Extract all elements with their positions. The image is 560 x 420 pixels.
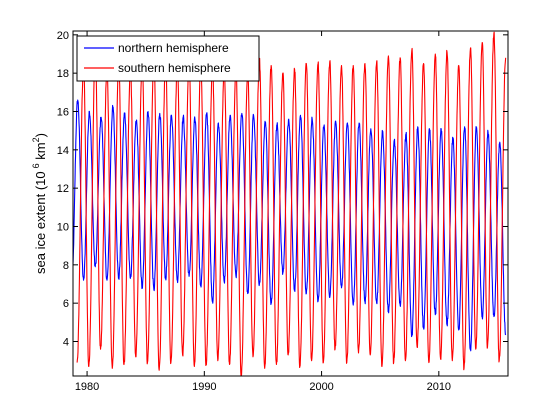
x-tick-label: 2000: [309, 381, 333, 393]
legend-label-northern-hemisphere: northern hemisphere: [118, 41, 229, 55]
legend-box: [76, 35, 260, 82]
y-axis: 4 6 8 10 12 14 16 18 20: [57, 30, 508, 349]
x-tick-label: 1990: [192, 381, 216, 393]
y-tick-label: 20: [57, 30, 69, 42]
series-line-northern-hemisphere: [73, 99, 507, 352]
y-tick-label: 4: [63, 337, 69, 349]
y-tick-label: 10: [57, 222, 69, 234]
series-line-southern-hemisphere: [76, 31, 507, 376]
y-axis-label: sea ice extent (10 6 km2): [31, 133, 48, 274]
plot-frame: [72, 30, 509, 377]
x-tick-label: 1980: [75, 381, 99, 393]
y-tick-label: 6: [63, 298, 69, 310]
y-axis-label-suffix: ): [33, 133, 48, 137]
x-tick-label: 2010: [427, 381, 451, 393]
y-tick-label: 18: [57, 68, 69, 80]
y-tick-label: 14: [57, 145, 69, 157]
legend: northern hemisphere southern hemisphere: [76, 35, 260, 82]
y-axis-label-exponent-1: 6: [31, 163, 41, 168]
x-axis: 1980 1990 2000 2010: [75, 31, 451, 393]
legend-label-southern-hemisphere: southern hemisphere: [118, 61, 231, 75]
y-axis-label-prefix: sea ice extent (10: [33, 171, 48, 274]
y-tick-label: 8: [63, 260, 69, 272]
plot-area: [73, 31, 508, 376]
y-axis-label-exponent-2: 2: [31, 137, 41, 142]
y-tick-label: 16: [57, 107, 69, 119]
y-axis-label-mid: km: [33, 142, 48, 163]
series-group: [73, 31, 507, 376]
y-tick-label: 12: [57, 183, 69, 195]
